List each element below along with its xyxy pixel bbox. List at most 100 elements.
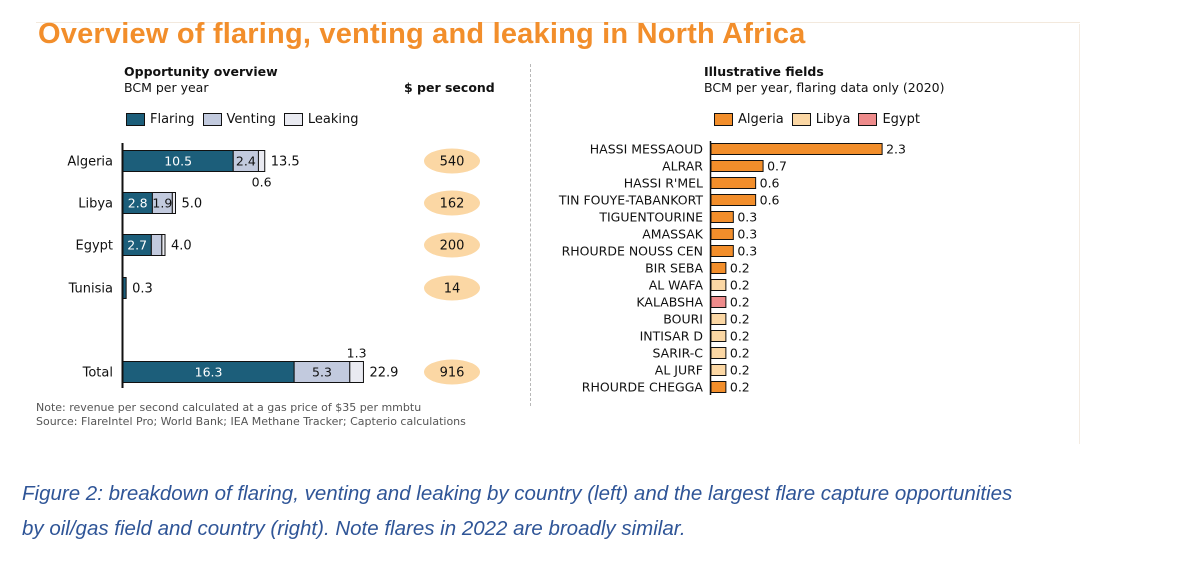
right-panel-title: Illustrative fields (704, 64, 824, 79)
dollars-label-total: 916 (440, 366, 465, 381)
field-label-amassak: AMASSAK (642, 227, 704, 242)
field-value-al-jurf: 0.2 (730, 363, 750, 378)
legend-item-libya: Libya (791, 112, 851, 127)
field-bar-hassi-messaoud (710, 143, 883, 155)
legend-label-leaking: Leaking (307, 112, 359, 127)
right-legend: Algeria Libya Egypt (714, 112, 928, 127)
field-value-alrar: 0.7 (767, 159, 787, 174)
leaking-label-total: 1.3 (347, 346, 367, 361)
dollars-pill-tunisia (424, 275, 480, 301)
field-bar-kalabsha (710, 296, 727, 308)
category-label-tunisia: Tunisia (68, 282, 113, 297)
field-bar-tin-fouye-tabankort (710, 194, 757, 206)
category-label-algeria: Algeria (67, 155, 113, 170)
figure-caption-line2: by oil/gas field and country (right). No… (22, 517, 686, 540)
dollars-label-libya: 162 (440, 197, 465, 212)
field-value-bouri: 0.2 (730, 312, 750, 327)
field-bar-al-wafa (710, 279, 727, 291)
category-label-total: Total (82, 366, 113, 381)
legend-item-flaring: Flaring (126, 112, 195, 127)
total-label-algeria: 13.5 (271, 155, 300, 170)
dollars-label-egypt: 200 (440, 239, 465, 254)
page-title: Overview of flaring, venting and leaking… (38, 18, 806, 50)
bar-egypt-leaking (161, 234, 166, 256)
field-value-hassi-messaoud: 2.3 (886, 142, 906, 157)
field-value-intisar-d: 0.2 (730, 329, 750, 344)
field-label-sarir-c: SARIR-C (652, 346, 703, 361)
dollars-per-second-header: $ per second (404, 80, 495, 95)
field-bar-bir-seba (710, 262, 727, 274)
legend-swatch-libya (791, 113, 811, 126)
field-label-kalabsha: KALABSHA (636, 295, 703, 310)
leaking-label-algeria: 0.6 (252, 175, 272, 190)
total-label-tunisia: 0.3 (132, 282, 153, 297)
field-bar-alrar (710, 160, 764, 172)
field-value-amassak: 0.3 (737, 227, 757, 242)
dollars-label-tunisia: 14 (444, 282, 461, 297)
field-label-bir-seba: BIR SEBA (645, 261, 703, 276)
panel-divider (530, 64, 531, 406)
legend-label-venting: Venting (226, 112, 276, 127)
right-rule (1079, 24, 1080, 444)
legend-label-algeria: Algeria (738, 112, 784, 127)
field-bar-amassak (710, 228, 734, 240)
segment-label-libya-venting: 1.9 (152, 196, 172, 211)
segment-label-total-flaring: 16.3 (195, 365, 223, 380)
field-label-hassi-messaoud: HASSI MESSAOUD (590, 142, 703, 157)
segment-label-egypt-flaring: 2.7 (127, 238, 147, 253)
dollars-pill-total (424, 359, 480, 385)
field-value-tiguentourine: 0.3 (737, 210, 757, 225)
legend-item-algeria: Algeria (714, 112, 784, 127)
left-panel-subtitle: BCM per year (124, 80, 209, 95)
field-value-kalabsha: 0.2 (730, 295, 750, 310)
field-bar-rhourde-chegga (710, 381, 727, 393)
legend-label-flaring: Flaring (150, 112, 195, 127)
segment-label-total-venting: 5.3 (312, 365, 332, 380)
legend-label-libya: Libya (815, 112, 851, 127)
legend-item-egypt: Egypt (858, 112, 920, 127)
field-bar-hassi-r-mel (710, 177, 757, 189)
note-source: Source: FlareIntel Pro; World Bank; IEA … (36, 415, 466, 428)
legend-swatch-egypt (858, 113, 878, 126)
figure-caption-line1: Figure 2: breakdown of flaring, venting … (22, 482, 1013, 505)
category-label-egypt: Egypt (75, 239, 113, 254)
field-label-al-wafa: AL WAFA (649, 278, 704, 293)
field-bar-intisar-d (710, 330, 727, 342)
legend-label-egypt: Egypt (882, 112, 920, 127)
field-bar-bouri (710, 313, 727, 325)
legend-swatch-venting (202, 113, 222, 126)
legend-swatch-flaring (126, 113, 145, 126)
total-label-egypt: 4.0 (171, 239, 192, 254)
field-label-tin-fouye-tabankort: TIN FOUYE-TABANKORT (558, 193, 704, 208)
bar-libya-leaking (171, 192, 177, 214)
field-value-rhourde-nouss-cen: 0.3 (737, 244, 757, 259)
segment-label-algeria-flaring: 10.5 (164, 154, 192, 169)
legend-item-venting: Venting (202, 112, 276, 127)
field-label-bouri: BOURI (663, 312, 703, 327)
bar-tunisia-flaring (122, 277, 127, 299)
left-legend: Flaring Venting Leaking (126, 112, 366, 127)
dollars-pill-egypt (424, 232, 480, 258)
legend-item-leaking: Leaking (283, 112, 359, 127)
field-label-alrar: ALRAR (662, 159, 703, 174)
field-value-hassi-r-mel: 0.6 (760, 176, 780, 191)
field-label-rhourde-nouss-cen: RHOURDE NOUSS CEN (562, 244, 703, 259)
right-panel-subtitle: BCM per year, flaring data only (2020) (704, 80, 945, 95)
field-value-bir-seba: 0.2 (730, 261, 750, 276)
bar-total-leaking (349, 361, 364, 383)
field-label-al-jurf: AL JURF (655, 363, 703, 378)
field-label-intisar-d: INTISAR D (640, 329, 703, 344)
legend-swatch-leaking (283, 113, 303, 126)
dollars-pill-libya (424, 190, 480, 216)
total-label-libya: 5.0 (182, 197, 203, 212)
left-panel-title: Opportunity overview (124, 64, 278, 79)
field-bar-tiguentourine (710, 211, 734, 223)
total-label-total: 22.9 (369, 366, 398, 381)
field-label-hassi-r-mel: HASSI R'MEL (624, 176, 703, 191)
dollars-pill-algeria (424, 148, 480, 174)
note-revenue: Note: revenue per second calculated at a… (36, 401, 422, 414)
title-rule (36, 22, 1080, 23)
segment-label-algeria-venting: 2.4 (236, 154, 256, 169)
field-value-tin-fouye-tabankort: 0.6 (760, 193, 780, 208)
